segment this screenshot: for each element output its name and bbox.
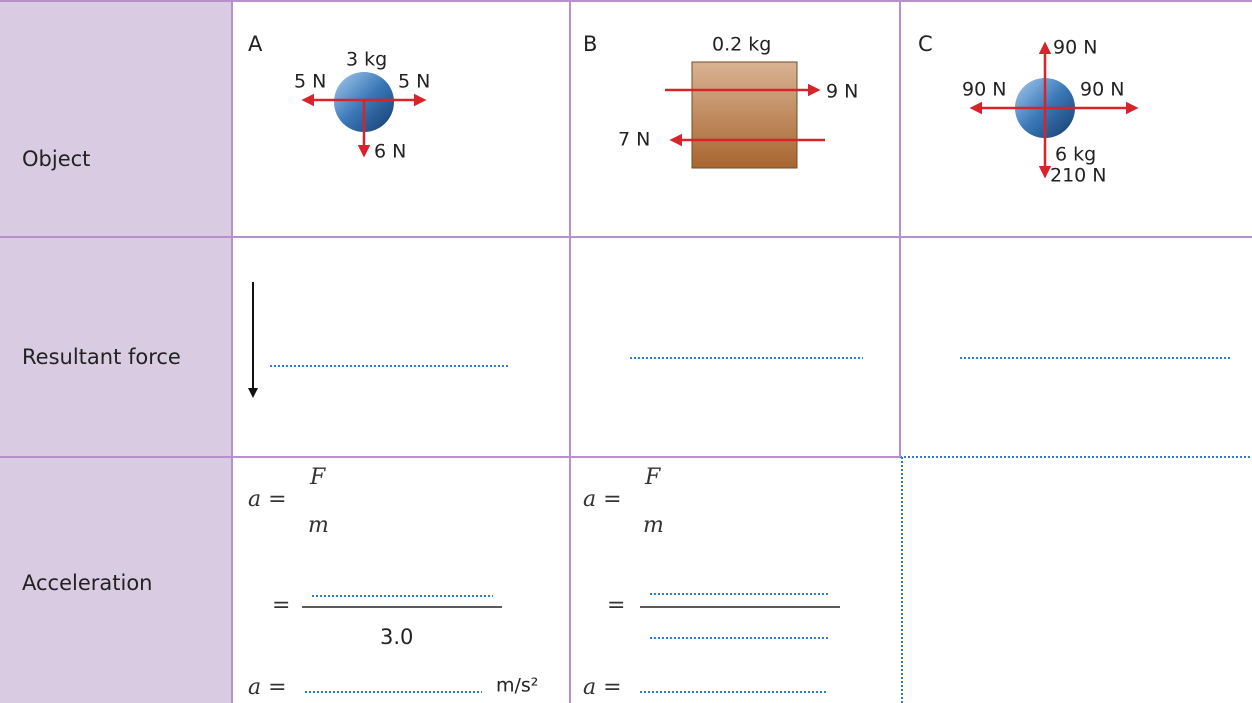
row-header: Acceleration — [22, 571, 153, 595]
formula: a = — [248, 487, 287, 512]
row-header: Resultant force — [22, 345, 181, 369]
force-label: 5 N — [398, 71, 430, 93]
force-label: 90 N — [1080, 79, 1124, 101]
force-label: 9 N — [826, 81, 858, 103]
force-label: 5 N — [294, 71, 326, 93]
object-label: B — [583, 32, 597, 56]
block — [692, 62, 797, 168]
object-label: C — [918, 32, 933, 56]
mass-label: 3 kg — [346, 49, 387, 71]
force-label: 90 N — [1053, 37, 1097, 59]
denominator: m — [308, 513, 329, 538]
mass-label: 6 kg — [1055, 144, 1096, 166]
row-header: Object — [22, 147, 90, 171]
force-label: 90 N — [962, 79, 1006, 101]
formula: a = — [583, 675, 622, 700]
equals: = — [272, 593, 290, 618]
force-label: 210 N — [1050, 165, 1107, 187]
formula: a = — [583, 487, 622, 512]
formula: a = — [248, 675, 287, 700]
unit: m/s² — [496, 675, 538, 697]
mass-label: 0.2 kg — [712, 34, 771, 56]
numerator: F — [309, 465, 326, 490]
given-mass: 3.0 — [380, 625, 413, 649]
equals: = — [607, 593, 625, 618]
force-label: 6 N — [374, 141, 406, 163]
numerator: F — [644, 465, 661, 490]
object-label: A — [248, 32, 263, 56]
worksheet: Object Resultant force Acceleration A 3 … — [0, 0, 1252, 703]
denominator: m — [643, 513, 664, 538]
force-label: 7 N — [618, 129, 650, 151]
